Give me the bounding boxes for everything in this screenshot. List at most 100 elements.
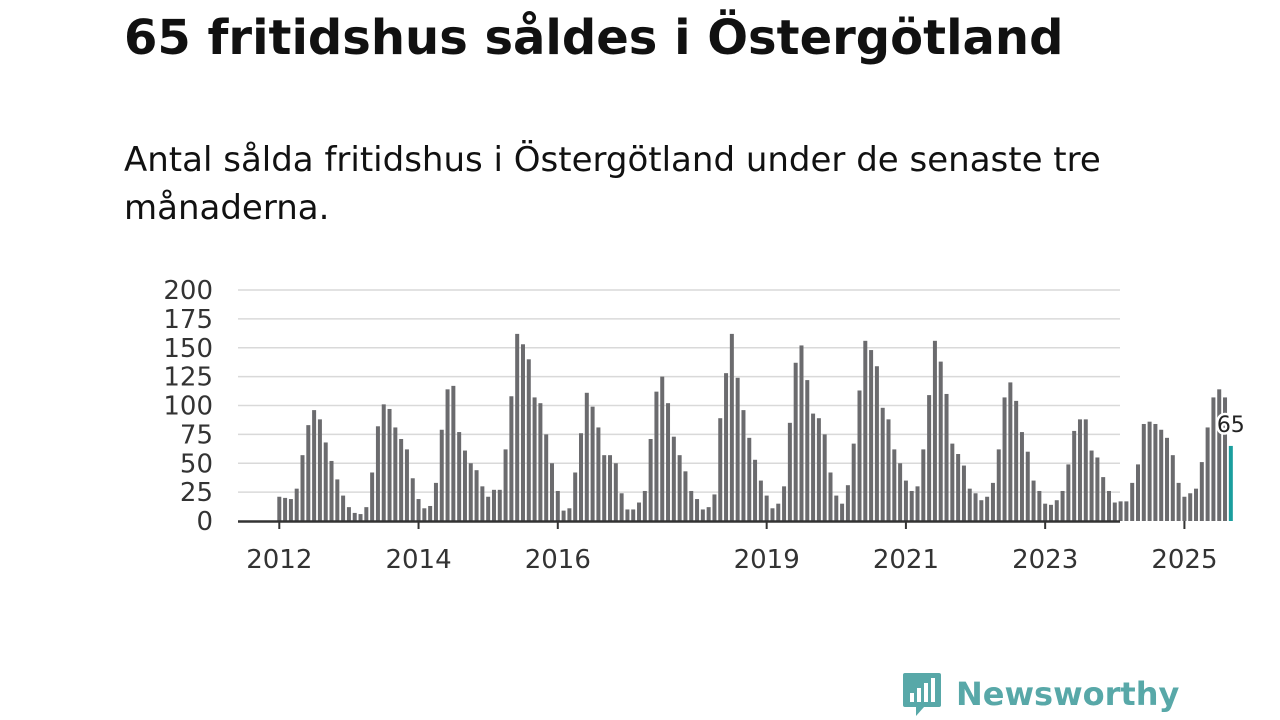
bar: [874, 366, 879, 521]
bar: [915, 486, 920, 521]
x-axis: [238, 520, 1186, 529]
bar: [1211, 397, 1216, 521]
annotations: 65: [1214, 410, 1247, 440]
y-tick-label: 50: [180, 449, 213, 479]
bar: [1135, 464, 1140, 521]
bar: [973, 493, 978, 521]
bar: [1008, 382, 1013, 521]
bar: [375, 426, 380, 521]
bar: [1112, 502, 1117, 521]
bar: [892, 449, 897, 521]
x-tick-label: 2025: [1151, 545, 1217, 575]
bar: [1095, 457, 1100, 521]
bar: [956, 454, 961, 521]
x-tick-label: 2014: [385, 545, 451, 575]
bar: [840, 503, 845, 521]
bar: [555, 490, 560, 521]
bar: [857, 390, 862, 521]
bar: [729, 333, 734, 521]
bar: [921, 449, 926, 521]
bar: [352, 512, 357, 521]
bar: [561, 510, 566, 521]
bar: [573, 472, 578, 521]
bar: [416, 499, 421, 521]
bar: [306, 425, 311, 521]
bar: [1165, 437, 1170, 521]
bar: [370, 472, 375, 521]
bar: [474, 470, 479, 521]
bar: [967, 488, 972, 521]
bar: [404, 449, 409, 521]
bar: [277, 496, 282, 521]
x-tick-label: 2016: [525, 545, 591, 575]
bar: [1054, 500, 1059, 521]
bar: [927, 395, 932, 521]
bar: [671, 436, 676, 521]
bar: [1002, 397, 1007, 521]
bar: [341, 495, 346, 521]
bar: [811, 413, 816, 521]
bar: [1147, 421, 1152, 521]
bar: [718, 418, 723, 521]
bar: [329, 460, 334, 521]
y-tick-label: 0: [196, 507, 213, 537]
bar: [538, 403, 543, 521]
bar: [451, 385, 456, 521]
bar: [950, 443, 955, 521]
bar: [1101, 477, 1106, 521]
bar: [358, 514, 363, 521]
bar: [1141, 423, 1146, 521]
bar: [497, 489, 502, 521]
bar: [1014, 400, 1019, 521]
bar: [985, 496, 990, 521]
bar: [1031, 480, 1036, 521]
bar: [724, 373, 729, 521]
bar: [364, 507, 369, 521]
y-tick-label: 125: [163, 363, 213, 393]
bar: [782, 486, 787, 521]
bar: [996, 449, 1001, 521]
bar: [799, 345, 804, 521]
bar: [880, 407, 885, 521]
bar-chart-speech-bubble-icon: [903, 673, 941, 716]
bar: [300, 455, 305, 521]
bar: [886, 419, 891, 521]
bar: [1118, 501, 1123, 521]
newsworthy-logo[interactable]: Newsworthy: [902, 670, 1179, 718]
bar: [1037, 490, 1042, 521]
bar: [491, 489, 496, 521]
bar: [1182, 496, 1187, 521]
bar: [828, 472, 833, 521]
bar: [845, 485, 850, 521]
bar: [961, 465, 966, 521]
bar: [758, 480, 763, 521]
bar: [515, 333, 520, 521]
bar: [509, 396, 514, 521]
bar: [294, 488, 299, 521]
bar: [1048, 504, 1053, 521]
bar: [1188, 493, 1193, 521]
bar: [1124, 501, 1129, 521]
chart-subtitle: Antal sålda fritidshus i Östergötland un…: [124, 140, 1101, 228]
bar: [990, 482, 995, 521]
bar: [1153, 423, 1158, 521]
bar: [486, 496, 491, 521]
bar: [787, 422, 792, 521]
y-tick-label: 25: [180, 478, 213, 508]
bar: [793, 362, 798, 521]
bar: [979, 500, 984, 521]
bar: [579, 433, 584, 521]
bar: [433, 482, 438, 521]
bar: [660, 376, 665, 521]
bar: [619, 493, 624, 521]
bar: [457, 432, 462, 521]
bar: [689, 490, 694, 521]
bar: [898, 463, 903, 521]
bar: [654, 391, 659, 521]
bar: [549, 463, 554, 521]
y-tick-label: 150: [163, 334, 213, 364]
bar: [1019, 432, 1024, 521]
y-tick-label: 75: [180, 420, 213, 450]
